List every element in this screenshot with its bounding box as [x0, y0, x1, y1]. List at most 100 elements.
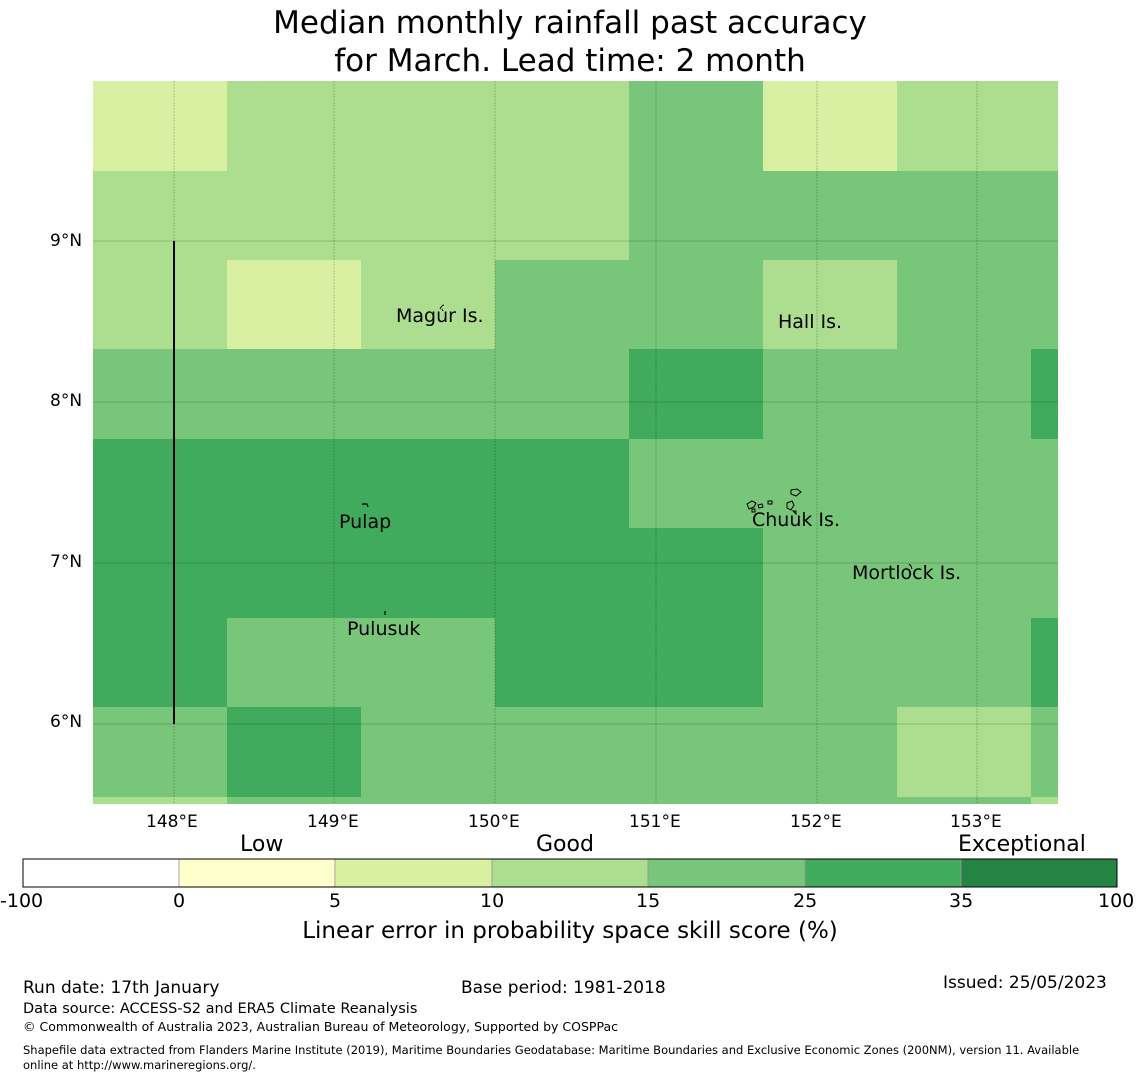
colorbar-label-25: 25 — [793, 890, 818, 912]
grid-cell — [763, 618, 897, 707]
grid-cell — [495, 439, 629, 528]
mortlock-island-outline — [908, 563, 913, 570]
grid-cell — [227, 618, 361, 707]
grid-cell — [897, 797, 1031, 804]
grid-cell — [93, 707, 227, 797]
colorbar-segment — [491, 858, 649, 888]
lon-tick-151: 151°E — [629, 812, 681, 832]
grid-cell — [495, 81, 629, 171]
category-exceptional: Exceptional — [958, 832, 1086, 857]
grid-cell — [1031, 528, 1058, 618]
grid-cell — [361, 81, 495, 171]
grid-cell — [1031, 439, 1058, 528]
grid-cell — [361, 707, 495, 797]
colorbar-label-5: 5 — [329, 890, 342, 912]
colorbar-segment — [178, 858, 336, 888]
grid-cell — [361, 797, 495, 804]
lon-tick-149: 149°E — [307, 812, 359, 832]
grid-cell — [93, 81, 227, 171]
grid-cell — [495, 797, 629, 804]
grid-cell — [495, 171, 629, 260]
graticule — [93, 81, 1058, 804]
grid-cell — [629, 81, 763, 171]
shapefile-credit-line-1: Shapefile data extracted from Flanders M… — [23, 1043, 1080, 1057]
grid-cell — [1031, 349, 1058, 439]
grid-cell — [897, 81, 1031, 171]
grid-cell — [763, 171, 897, 260]
grid-cell — [93, 260, 227, 349]
grid-cell — [93, 171, 227, 260]
grid-cell — [93, 349, 227, 439]
grid-cell — [763, 81, 897, 171]
grid-cell — [227, 797, 361, 804]
grid-cell — [763, 528, 897, 618]
grid-cell — [897, 349, 1031, 439]
grid-cell — [629, 528, 763, 618]
shapefile-credit-line-2: online at http://www.marineregions.org/. — [23, 1058, 256, 1072]
colorbar-segment — [334, 858, 493, 888]
grid-cell — [93, 439, 227, 528]
lon-tick-152: 152°E — [790, 812, 842, 832]
grid-cell — [1031, 707, 1058, 797]
colorbar-label--100: -100 — [0, 890, 44, 912]
place-label-pulusuk: Pulusuk — [347, 618, 421, 640]
grid-cell — [1031, 797, 1058, 804]
grid-cell — [1031, 81, 1058, 171]
lat-tick-9: 9°N — [50, 231, 83, 251]
colorbar-segment — [22, 858, 180, 888]
grid-cell — [361, 260, 495, 349]
grid-cell — [629, 618, 763, 707]
grid-cell — [361, 439, 495, 528]
grid-cell — [495, 349, 629, 439]
lat-tick-6: 6°N — [50, 712, 83, 732]
grid-cell — [227, 81, 361, 171]
category-low: Low — [240, 832, 284, 857]
grid-cell — [227, 260, 361, 349]
chart-title: Median monthly rainfall past accuracy fo… — [0, 4, 1140, 80]
grid-cell — [629, 171, 763, 260]
grid-cell — [93, 797, 227, 804]
grid-cell — [897, 528, 1031, 618]
lon-tick-150: 150°E — [468, 812, 520, 832]
grid-cell — [629, 349, 763, 439]
place-label-hall: Hall Is. — [778, 311, 843, 333]
grid-cell — [227, 171, 361, 260]
issued-date: Issued: 25/05/2023 — [943, 973, 1107, 993]
grid-cell — [227, 707, 361, 797]
grid-cell — [495, 528, 629, 618]
grid-cell — [897, 707, 1031, 797]
colorbar-segment — [804, 858, 962, 888]
grid-cell — [763, 797, 897, 804]
grid-cell — [93, 618, 227, 707]
grid-cell — [495, 618, 629, 707]
copyright: © Commonwealth of Australia 2023, Austra… — [23, 1019, 618, 1034]
title-line-1: Median monthly rainfall past accuracy — [273, 5, 867, 41]
colorbar-label-100: 100 — [1098, 890, 1135, 912]
place-label-magur: Magur Is. — [396, 305, 484, 327]
grid-cell — [897, 618, 1031, 707]
skill-grid — [93, 81, 1058, 804]
grid-cell — [1031, 171, 1058, 260]
grid-cell — [227, 349, 361, 439]
colorbar — [22, 858, 1118, 888]
grid-cell — [897, 171, 1031, 260]
grid-cell — [495, 260, 629, 349]
island-outlines — [362, 304, 913, 615]
grid-cell — [227, 439, 361, 528]
title-line-2: for March. Lead time: 2 month — [334, 43, 806, 79]
colorbar-segment — [960, 858, 1118, 888]
colorbar-title: Linear error in probability space skill … — [302, 918, 838, 944]
grid-cell — [1031, 618, 1058, 707]
grid-cell — [629, 260, 763, 349]
lon-tick-153: 153°E — [950, 812, 1002, 832]
grid-cell — [361, 171, 495, 260]
chuuk-island-outline — [746, 488, 802, 516]
grid-cell — [361, 528, 495, 618]
grid-cell — [227, 528, 361, 618]
grid-cell — [629, 439, 763, 528]
grid-cell — [763, 439, 897, 528]
grid-cell — [763, 707, 897, 797]
run-date: Run date: 17th January — [23, 978, 220, 998]
magur-island-outline — [439, 304, 445, 312]
